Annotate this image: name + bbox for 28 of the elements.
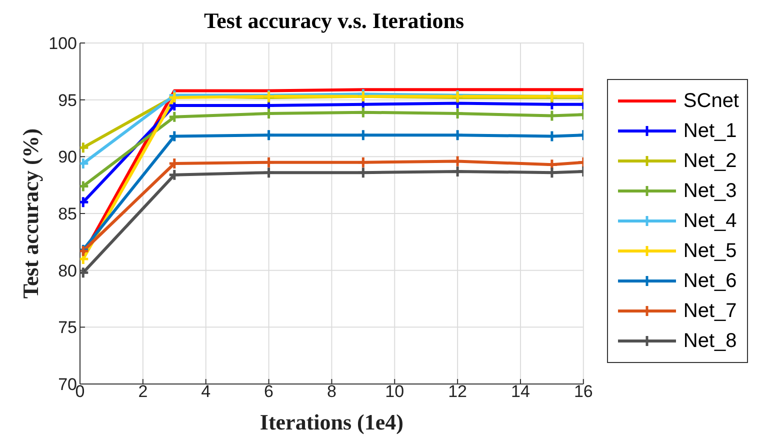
x-tick-label: 4 [201, 382, 211, 402]
y-tick-label: 85 [58, 204, 77, 224]
legend-label: Net_2 [683, 150, 737, 172]
legend-label: Net_6 [683, 270, 737, 292]
y-tick-label: 95 [58, 90, 77, 110]
y-tick-label: 75 [58, 318, 77, 338]
x-tick-label: 8 [326, 382, 336, 402]
legend-label: Net_4 [683, 210, 737, 232]
legend-label: Net_8 [683, 330, 737, 352]
x-tick-label: 16 [574, 382, 593, 402]
x-tick-label: 14 [511, 382, 530, 402]
y-tick-label: 100 [48, 34, 77, 54]
x-tick-label: 6 [264, 382, 274, 402]
y-tick-label: 80 [58, 261, 77, 280]
x-tick-label: 10 [385, 382, 404, 402]
legend-label: Net_1 [683, 120, 737, 142]
y-tick-label: 90 [58, 148, 77, 167]
x-tick-label: 0 [75, 382, 85, 402]
x-tick-label: 2 [138, 382, 148, 402]
x-axis-title: Iterations (1e4) [260, 410, 404, 435]
y-axis-title: Test accuracy (%) [18, 128, 43, 299]
legend-label: SCnet [683, 90, 739, 112]
chart-title: Test accuracy v.s. Iterations [202, 8, 466, 34]
legend-label: Net_5 [683, 240, 737, 262]
legend-label: Net_7 [683, 300, 737, 322]
legend-label: Net_3 [683, 180, 737, 202]
x-tick-label: 12 [448, 382, 468, 402]
y-tick-label: 70 [58, 375, 77, 394]
